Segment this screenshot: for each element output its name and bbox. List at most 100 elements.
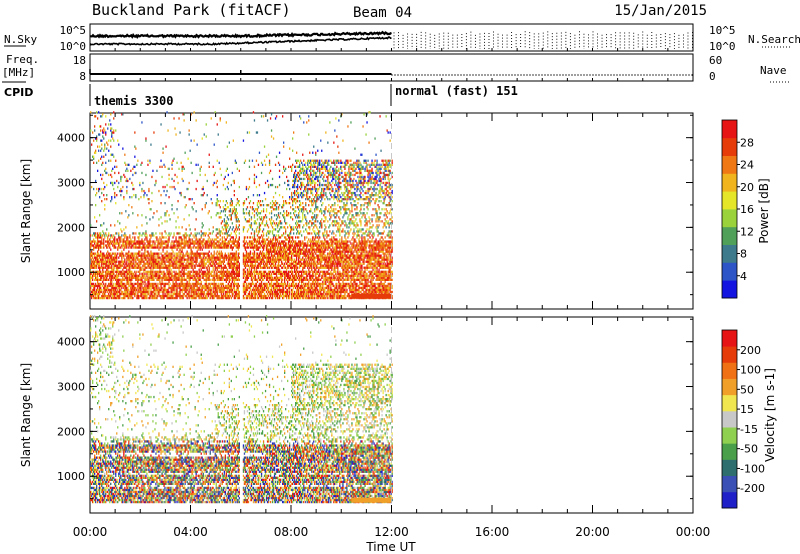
heatmap-cell [216, 290, 218, 294]
heatmap-cell [135, 282, 137, 286]
heatmap-cell [243, 274, 246, 277]
heatmap-cell [235, 288, 237, 292]
heatmap-cell [209, 240, 211, 243]
heatmap-cell [131, 296, 133, 300]
heatmap-cell [237, 272, 239, 275]
heatmap-cell [274, 284, 277, 288]
heatmap-cell [261, 296, 264, 300]
heatmap-cell [196, 238, 198, 241]
heatmap-cell [204, 232, 206, 235]
heatmap-cell [147, 240, 149, 243]
heatmap-cell [229, 234, 231, 237]
heatmap-cell [269, 220, 272, 223]
heatmap-cell [99, 264, 101, 267]
heatmap-cell [268, 230, 271, 233]
heatmap-cell [102, 270, 104, 273]
heatmap-cell [189, 198, 191, 201]
heatmap-cell [160, 244, 162, 247]
heatmap-cell [137, 276, 139, 279]
heatmap-cell [184, 246, 186, 249]
heatmap-cell [140, 268, 142, 271]
heatmap-cell [210, 274, 212, 277]
heatmap-cell [128, 282, 130, 286]
heatmap-cell [187, 264, 189, 267]
heatmap-cell [268, 262, 271, 265]
heatmap-cell [136, 276, 138, 279]
heatmap-cell [194, 296, 196, 300]
heatmap-cell [168, 270, 170, 273]
heatmap-cell [170, 292, 172, 296]
heatmap-cell [250, 284, 253, 288]
heatmap-cell [257, 296, 260, 300]
heatmap-cell [205, 256, 207, 259]
heatmap-cell [234, 161, 236, 164]
heatmap-cell [245, 264, 248, 267]
heatmap-cell [148, 270, 150, 273]
heatmap-cell [139, 270, 141, 273]
heatmap-cell [104, 147, 106, 150]
heatmap-cell [226, 292, 228, 296]
heatmap-cell [107, 240, 109, 243]
heatmap-cell [257, 266, 260, 269]
heatmap-cell [98, 272, 100, 275]
heatmap-cell [259, 272, 262, 275]
heatmap-cell [188, 181, 190, 185]
heatmap-cell [136, 294, 138, 298]
heatmap-cell [216, 294, 218, 298]
heatmap-cell [179, 272, 181, 275]
heatmap-cell [108, 278, 110, 281]
heatmap-cell [127, 274, 129, 277]
heatmap-cell [199, 274, 201, 277]
heatmap-cell [113, 256, 115, 259]
heatmap-cell [133, 274, 135, 277]
heatmap-cell [145, 276, 147, 279]
heatmap-cell [193, 264, 195, 267]
heatmap-cell [226, 290, 228, 294]
heatmap-cell [126, 276, 128, 279]
heatmap-cell [101, 260, 103, 263]
heatmap-cell [254, 294, 257, 298]
heatmap-cell [111, 270, 113, 273]
heatmap-cell [192, 290, 194, 294]
heatmap-cell [273, 234, 276, 237]
heatmap-cell [140, 163, 142, 166]
heatmap-cell [133, 292, 135, 296]
heatmap-cell [163, 276, 165, 279]
heatmap-cell [218, 290, 220, 294]
heatmap-cell [199, 252, 201, 255]
heatmap-cell [155, 252, 157, 255]
heatmap-cell [230, 258, 232, 261]
heatmap-cell [190, 292, 192, 296]
heatmap-cell [154, 252, 156, 255]
heatmap-cell [171, 274, 173, 277]
heatmap-cell [231, 272, 233, 275]
heatmap-cell [242, 254, 245, 257]
heatmap-cell [151, 296, 153, 300]
heatmap-cell [147, 256, 149, 259]
heatmap-cell [148, 244, 150, 247]
heatmap-cell [256, 296, 259, 300]
heatmap-cell [236, 228, 238, 231]
heatmap-cell [228, 286, 230, 290]
heatmap-cell [157, 264, 159, 267]
heatmap-cell [92, 234, 94, 237]
heatmap-cell [275, 115, 278, 118]
heatmap-cell [208, 228, 210, 231]
heatmap-cell [111, 198, 113, 201]
heatmap-cell [160, 240, 162, 243]
heatmap-cell [201, 187, 203, 191]
heatmap-cell [189, 270, 191, 273]
heatmap-cell [124, 274, 126, 277]
heatmap-cell [267, 294, 270, 298]
heatmap-cell [121, 258, 123, 261]
heatmap-cell [202, 270, 204, 273]
heatmap-cell [253, 296, 256, 300]
heatmap-cell [132, 173, 134, 177]
heatmap-cell [103, 282, 105, 286]
heatmap-cell [264, 214, 267, 217]
heatmap-cell [97, 242, 99, 245]
heatmap-cell [249, 200, 252, 203]
heatmap-cell [137, 266, 139, 269]
heatmap-cell [107, 268, 109, 271]
heatmap-cell [219, 272, 221, 275]
